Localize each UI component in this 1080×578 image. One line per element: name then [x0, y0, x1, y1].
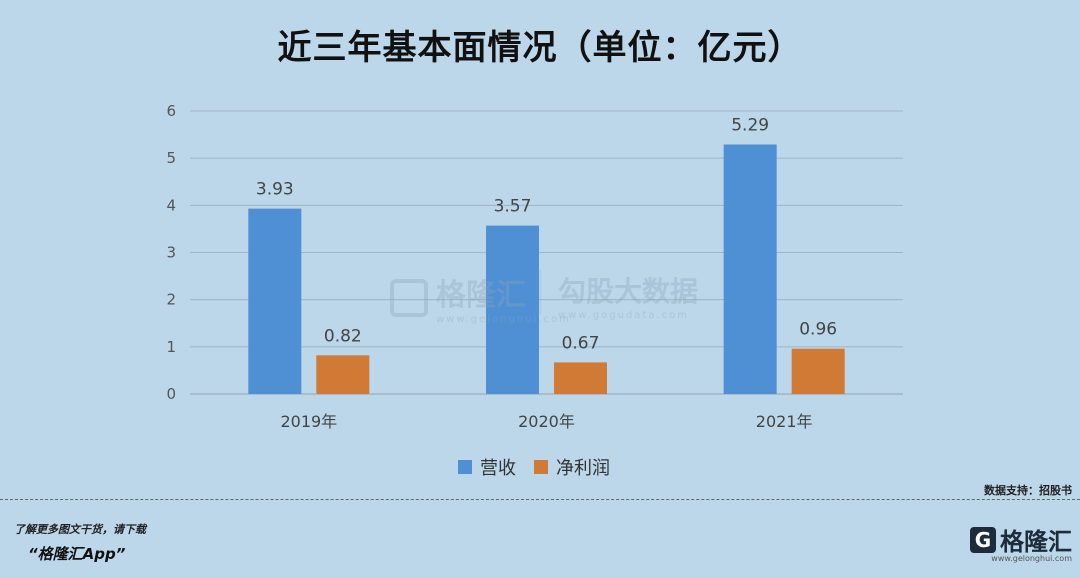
watermark-gelonghui: 格隆汇 www.gelonghui.com: [390, 270, 571, 325]
y-tick-label: 5: [166, 149, 176, 167]
bar-revenue: [486, 225, 539, 394]
legend-swatch-revenue: [458, 460, 472, 474]
bar-net-profit: [791, 348, 845, 394]
brand-logo-icon: G: [970, 526, 996, 553]
legend-label-net-profit: 净利润: [556, 458, 610, 479]
data-label-net-profit: 0.67: [562, 333, 600, 353]
bar-revenue: [723, 144, 777, 394]
bar-net-profit: [554, 362, 607, 394]
data-label-revenue: 5.29: [731, 115, 769, 135]
bars: [248, 144, 845, 394]
watermark-left-url: www.gelonghui.com: [436, 314, 571, 325]
brand-logo: G 格隆汇: [970, 522, 1072, 557]
bar-net-profit: [316, 355, 370, 394]
footer-app-name: “格隆汇App”: [28, 545, 126, 563]
x-axis-labels: 2019年 2020年 2021年: [280, 412, 812, 431]
y-tick-label: 6: [166, 102, 176, 120]
watermark-left-text: 格隆汇: [436, 278, 526, 313]
brand-logo-url: www.gelonghui.com: [991, 554, 1072, 563]
data-label-revenue: 3.57: [494, 197, 532, 217]
data-label-revenue: 3.93: [256, 180, 294, 200]
legend-item-net-profit: 净利润: [534, 454, 610, 480]
y-axis-ticks: 0 1 2 3 4 5 6: [166, 102, 176, 403]
grid-lines: [190, 110, 903, 395]
x-tick-label: 2019年: [280, 412, 337, 431]
watermark-logo-icon: [390, 278, 428, 317]
y-tick-label: 0: [166, 385, 176, 403]
chart-title: 近三年基本面情况（单位：亿元）: [277, 28, 803, 68]
x-tick-label: 2021年: [756, 412, 813, 431]
watermark-gogudata: 勾股大数据 www.gogudata.com: [558, 270, 698, 321]
brand-logo-text: 格隆汇: [1000, 528, 1072, 556]
legend-swatch-net-profit: [534, 460, 548, 474]
data-label-net-profit: 0.82: [324, 326, 362, 346]
footer-divider: [0, 499, 1080, 500]
chart-legend: 营收 净利润: [458, 454, 610, 480]
watermark-divider: [540, 270, 541, 314]
watermark-right-text: 勾股大数据: [558, 275, 699, 308]
footer-promo-text: 了解更多图文干货，请下载: [14, 523, 146, 536]
bar-revenue: [248, 208, 302, 394]
data-label-net-profit: 0.96: [799, 320, 837, 340]
x-tick-label: 2020年: [518, 412, 575, 431]
data-labels: 3.93 0.82 3.57 0.67 5.29 0.96: [256, 115, 837, 353]
legend-label-revenue: 营收: [480, 458, 516, 479]
y-tick-label: 1: [166, 338, 176, 356]
y-tick-label: 4: [166, 196, 176, 214]
y-tick-label: 3: [166, 244, 176, 262]
y-tick-label: 2: [166, 291, 176, 309]
data-source: 数据支持：招股书: [984, 484, 1072, 497]
legend-item-revenue: 营收: [458, 454, 516, 480]
watermark-right-url: www.gogudata.com: [558, 310, 690, 321]
